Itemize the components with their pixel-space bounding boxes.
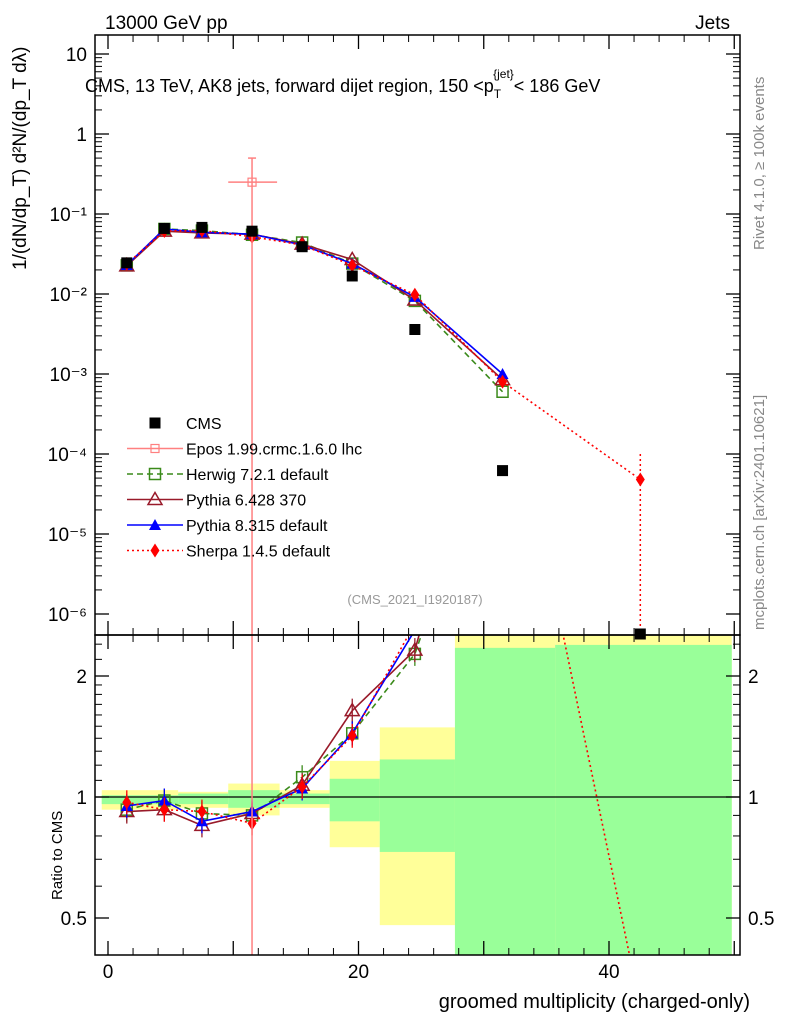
series-cms <box>121 221 646 640</box>
green-band <box>454 647 556 955</box>
legend-label: Pythia 6.428 370 <box>186 493 306 510</box>
data-point <box>121 257 133 269</box>
y-tick-label: 10 <box>66 45 87 66</box>
rivet-version-label: Rivet 4.1.0, ≥ 100k events <box>751 77 768 250</box>
legend-label: CMS <box>186 416 222 433</box>
legend-marker <box>148 467 162 481</box>
marker-box <box>150 443 160 454</box>
green-band <box>228 790 280 808</box>
series-line <box>126 230 504 381</box>
data-point <box>247 177 257 187</box>
plot-title: CMS, 13 TeV, AK8 jets, forward dijet reg… <box>85 67 600 101</box>
ratio-uncertainty-bands <box>101 635 732 955</box>
series-epos <box>228 157 278 955</box>
y-tick-label: 10⁻⁵ <box>48 525 87 546</box>
ratio-tick-label-right: 1 <box>748 788 759 809</box>
legend-item: Pythia 6.428 370 <box>127 491 306 510</box>
green-band <box>379 759 455 852</box>
x-axis-label: groomed multiplicity (charged-only) <box>439 991 750 1013</box>
y-tick-label: 10⁻³ <box>50 365 88 386</box>
legend-marker <box>150 443 160 454</box>
data-point <box>347 258 357 273</box>
ratio-point <box>343 702 361 717</box>
ratio-point <box>406 641 424 656</box>
ratio-tick-label-left: 0.5 <box>61 909 87 930</box>
data-series <box>118 157 646 955</box>
legend-item: CMS <box>149 416 222 433</box>
x-tick-label: 0 <box>103 962 114 983</box>
y-axis-label: 1/(dN/dp_T) d²N/(dp_T dλ) <box>10 46 31 270</box>
marker-box <box>247 177 257 187</box>
data-point <box>635 472 645 487</box>
y-tick-label: 1 <box>76 125 87 146</box>
data-point <box>498 374 508 389</box>
ratio-frame <box>94 634 741 956</box>
y-tick-label: 10⁻¹ <box>50 205 88 226</box>
data-point <box>346 270 358 282</box>
ratio-line <box>126 635 631 955</box>
legend: CMS Epos 1.99.crmc.1.6.0 lhc Herwig 7.2.1 … <box>127 416 362 561</box>
y-tick-label: 10⁻² <box>50 285 88 306</box>
legend-label: Herwig 7.2.1 default <box>186 467 329 484</box>
legend-marker <box>149 417 161 429</box>
header-right: Jets <box>695 13 730 34</box>
green-band <box>329 778 380 822</box>
series-line <box>126 228 504 393</box>
green-band <box>555 644 732 955</box>
legend-marker <box>149 519 161 530</box>
green-band <box>101 795 179 805</box>
ratio-tick-label-right: 0.5 <box>748 909 774 930</box>
ratio-line <box>126 635 413 823</box>
ratio-tick-label-left: 1 <box>76 788 87 809</box>
analysis-watermark: (CMS_2021_I1920187) <box>347 592 482 607</box>
ratio-series <box>122 635 631 955</box>
legend-marker <box>150 543 160 558</box>
green-band <box>279 793 330 805</box>
data-point <box>296 241 308 253</box>
legend-item: Epos 1.99.crmc.1.6.0 lhc <box>127 442 362 459</box>
header-left: 13000 GeV pp <box>105 13 228 34</box>
y-tick-label: 10⁻⁴ <box>48 445 87 466</box>
mcplots-label: mcplots.cern.ch [arXiv:2401.10621] <box>751 395 768 630</box>
legend-label: Epos 1.99.crmc.1.6.0 lhc <box>186 442 362 459</box>
data-point <box>246 225 258 237</box>
data-point <box>158 222 170 234</box>
data-point <box>196 221 208 233</box>
legend-label: Pythia 8.315 default <box>186 518 328 535</box>
ratio-tick-label-left: 2 <box>76 667 87 688</box>
x-tick-label: 20 <box>348 962 369 983</box>
legend-item: Pythia 8.315 default <box>127 518 328 535</box>
data-point <box>496 368 509 379</box>
data-point <box>497 465 509 477</box>
ratio-point <box>159 802 169 817</box>
y-tick-label: 10⁻⁶ <box>48 605 87 626</box>
data-point <box>634 628 646 640</box>
ratio-point <box>347 728 357 743</box>
ratio-point <box>122 795 132 810</box>
series-line <box>126 228 504 375</box>
data-point <box>410 287 420 302</box>
x-tick-label: 40 <box>598 962 619 983</box>
legend-item: Herwig 7.2.1 default <box>127 467 329 484</box>
ratio-axis-label: Ratio to CMS <box>49 811 66 900</box>
ratio-tick-label-right: 2 <box>748 667 759 688</box>
legend-item: Sherpa 1.4.5 default <box>127 543 331 561</box>
green-band <box>178 793 229 805</box>
ratio-point <box>297 779 307 794</box>
legend-marker <box>146 491 164 506</box>
ratio-line <box>126 635 423 817</box>
data-point <box>409 323 421 335</box>
ratio-point <box>197 804 207 819</box>
legend-label: Sherpa 1.4.5 default <box>186 544 331 561</box>
